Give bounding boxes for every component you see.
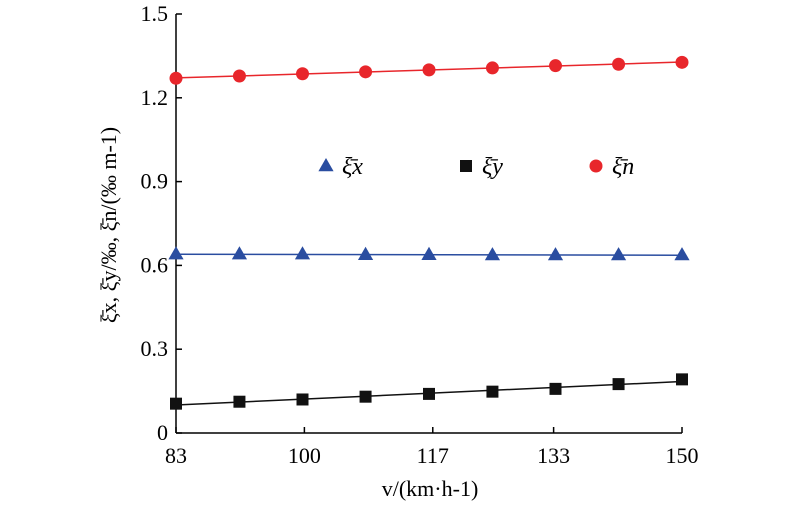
x-tick-label: 83 (165, 443, 187, 468)
data-point-xi-x (547, 247, 564, 261)
y-tick-label: 0.6 (141, 252, 169, 277)
axes: 83 100 117 133 150 0 0.3 0.6 0.9 1.2 1.5 (141, 1, 699, 468)
legend-marker (589, 159, 603, 173)
y-tick-label: 1.2 (141, 85, 169, 110)
legend-item-xi-n: ξ̄n (589, 154, 634, 180)
legend-marker (460, 160, 472, 172)
data-point-xi-n (612, 57, 626, 71)
y-tick-label: 1.5 (141, 1, 169, 26)
data-point-xi-x (231, 246, 248, 260)
data-point-xi-n (485, 61, 499, 75)
series-xi-x (168, 246, 690, 261)
data-point-xi-x (421, 246, 437, 260)
data-point-xi-n (359, 65, 373, 79)
series-layer (168, 55, 690, 410)
data-point-xi-y (423, 387, 435, 400)
legend-label: ξ̄n (612, 154, 634, 180)
x-axis-label: v/(km·h-1) (382, 476, 479, 501)
data-point-xi-y (676, 373, 688, 386)
data-point-xi-n (422, 63, 436, 77)
y-axis-label: ξ̄x, ξ̄y/‰, ξ̄n/(‰ m-1) (96, 127, 121, 323)
data-point-xi-y (170, 397, 182, 410)
data-point-xi-x (484, 247, 501, 261)
data-point-xi-n (675, 55, 689, 69)
data-point-xi-x (294, 246, 311, 260)
data-point-xi-x (168, 246, 184, 260)
data-point-xi-y (549, 382, 562, 395)
data-point-xi-y (486, 385, 499, 398)
legend-marker (318, 158, 334, 172)
legend-label: ξ̄y (482, 154, 503, 180)
data-point-xi-y (359, 390, 372, 403)
data-point-xi-y (296, 393, 309, 406)
data-point-xi-n (169, 71, 183, 85)
x-tick-label: 117 (417, 443, 449, 468)
y-tick-label: 0.9 (141, 169, 169, 194)
legend-item-xi-x: ξ̄x (318, 154, 363, 180)
legend: ξ̄x ξ̄y ξ̄n (318, 154, 634, 180)
series-xi-y (170, 373, 688, 410)
y-tick-label: 0 (157, 420, 168, 445)
legend-item-xi-y: ξ̄y (460, 154, 503, 180)
x-tick-label: 100 (288, 443, 321, 468)
data-point-xi-x (674, 247, 690, 261)
x-tick-label: 150 (666, 443, 699, 468)
data-point-xi-n (296, 67, 309, 81)
data-point-xi-n (232, 69, 246, 83)
data-point-xi-x (357, 246, 374, 260)
data-point-xi-x (610, 247, 627, 261)
x-tick-label: 133 (537, 443, 570, 468)
data-point-xi-y (233, 395, 246, 408)
legend-label: ξ̄x (342, 154, 363, 180)
data-point-xi-n (549, 59, 562, 73)
y-tick-label: 0.3 (141, 336, 169, 361)
series-xi-n (169, 55, 689, 85)
data-point-xi-y (612, 378, 625, 391)
